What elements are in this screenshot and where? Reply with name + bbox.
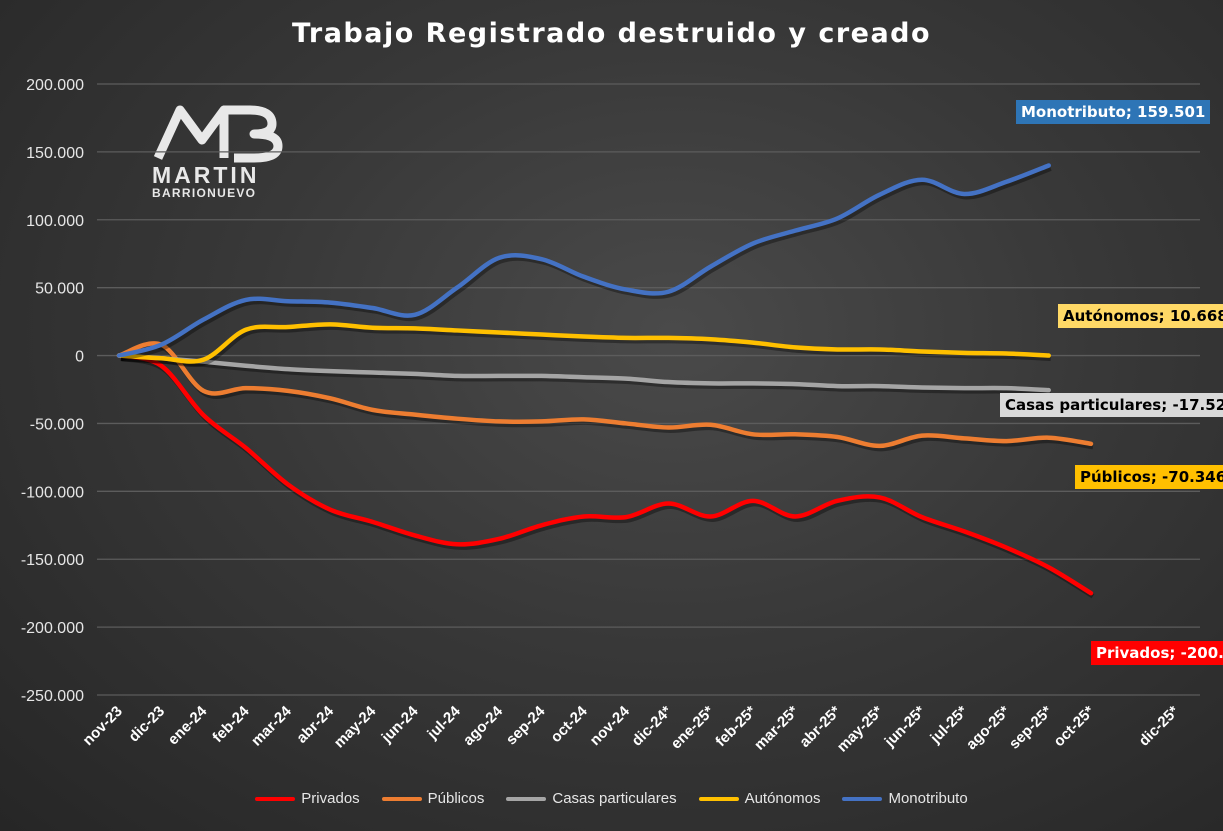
x-tick-label: sep-25* [1006,703,1056,753]
y-tick-label: 100.000 [26,213,84,230]
svg-text:MARTIN: MARTIN [152,162,259,188]
logo-martin-barrionuevo: MARTIN BARRIONUEVO [152,105,283,200]
x-tick-label: feb-24 [209,702,253,746]
x-tick-label: ago-24 [460,702,507,749]
x-tick-label: ene-25* [668,703,718,753]
x-tick-label: jun-24 [378,702,422,746]
legend-label: Privados [301,790,360,807]
data-label-p-blicos: Públicos; -70.346 [1075,465,1223,489]
x-tick-label: jul-24 [423,702,464,743]
series-shadow [120,324,1051,368]
x-tick-label: ago-25* [963,703,1013,753]
y-tick-label: -200.000 [21,620,84,637]
svg-text:BARRIONUEVO: BARRIONUEVO [152,186,256,200]
x-tick-label: nov-23 [80,703,126,749]
x-tick-label: may-24 [331,702,380,751]
legend: Privados Públicos Casas particulares Autóno… [0,790,1223,807]
x-tick-label: mar-24 [248,702,295,749]
x-tick-label: dic-23 [125,703,168,746]
x-tick-label: dic-25* [1136,703,1183,750]
series-line-casas-particulares [116,353,1051,393]
x-tick-label: sep-24 [503,702,549,748]
data-label-monotributo: Monotributo; 159.501 [1016,100,1211,124]
legend-item: Monotributo [842,790,968,807]
y-tick-label: 50.000 [35,281,84,298]
legend-swatch [506,796,547,801]
legend-item: Privados [255,790,360,807]
x-tick-label: oct-25* [1050,703,1098,751]
y-tick-label: -150.000 [21,552,84,569]
y-tick-label: -100.000 [21,484,84,501]
y-tick-label: 200.000 [26,77,84,94]
y-tick-label: 0 [75,349,84,366]
x-tick-label: may-25* [834,703,887,756]
x-tick-label: jun-25* [881,703,929,751]
legend-item: Autónomos [698,790,821,807]
legend-item: Casas particulares [506,790,677,807]
legend-label: Monotributo [888,790,968,807]
series-line-p-blicos [116,341,1094,449]
legend-swatch [255,796,296,801]
series-line-privados [116,353,1094,596]
legend-label: Casas particulares [552,790,677,807]
legend-label: Autónomos [744,790,821,807]
data-label-privados: Privados; -200.941 [1091,641,1223,665]
series-shadow [120,356,1051,396]
legend-item: Públicos [381,790,485,807]
y-tick-label: -50.000 [30,416,84,433]
x-tick-label: mar-25* [751,703,802,754]
x-tick-label: nov-24 [587,702,634,749]
series-shadow [120,343,1094,452]
legend-swatch [698,796,739,801]
legend-label: Públicos [427,790,485,807]
y-tick-label: 150.000 [26,145,84,162]
y-tick-label: -250.000 [21,688,84,705]
chart-title: Trabajo Registrado destruido y creado [291,18,932,49]
x-tick-label: oct-24 [547,702,591,746]
legend-swatch [381,796,422,801]
data-label-casas-particulares: Casas particulares; -17.528 [1000,393,1223,417]
legend-swatch [842,796,883,801]
x-tick-label: dic-24* [628,703,675,750]
data-label-aut-nomos: Autónomos; 10.668 [1058,304,1223,328]
x-tick-label: ene-24 [165,702,211,748]
